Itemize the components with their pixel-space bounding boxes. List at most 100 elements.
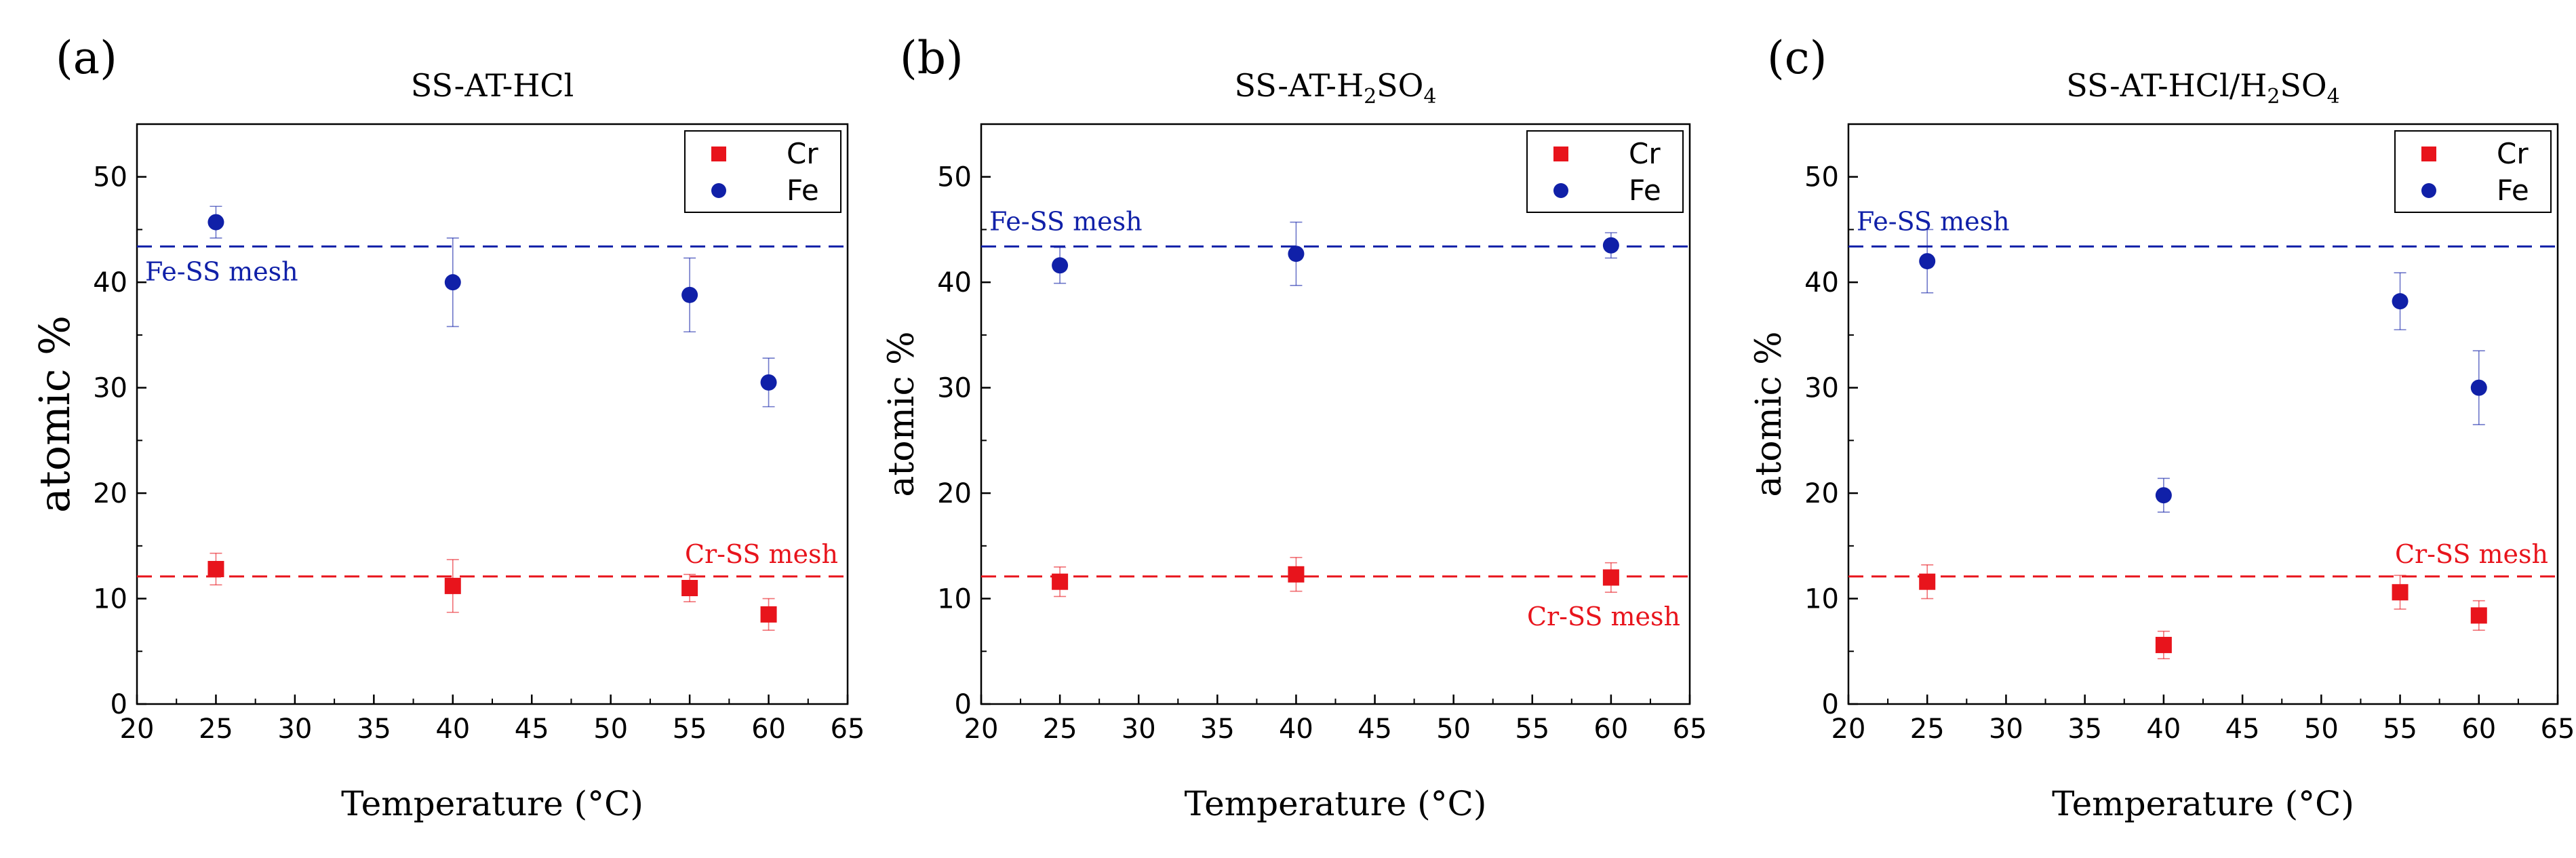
legend-marker: [2421, 147, 2436, 161]
x-tick-label: 65: [831, 714, 865, 745]
y-tick-label: 40: [1804, 267, 1839, 298]
x-axis-label: Temperature (°C): [1185, 784, 1487, 823]
y-tick-label: 50: [1804, 162, 1839, 193]
data-point-fe: [2155, 487, 2172, 504]
legend-label: Fe: [1629, 174, 1661, 207]
legend-label: Fe: [787, 174, 819, 207]
legend-box: [2394, 130, 2552, 213]
data-point-fe: [1919, 253, 1936, 270]
data-point-cr: [207, 561, 224, 578]
x-tick-label: 45: [515, 714, 549, 745]
x-tick-label: 40: [1279, 714, 1313, 745]
y-tick-label: 20: [937, 478, 972, 509]
y-tick-label: 30: [93, 373, 127, 404]
x-tick-label: 20: [964, 714, 999, 745]
panel-label: (a): [56, 32, 117, 84]
x-tick-label: 35: [1200, 714, 1235, 745]
panel-title: SS-AT-HCl/H2SO4: [2066, 67, 2340, 109]
data-point-fe: [1052, 257, 1069, 274]
data-point-fe: [207, 214, 224, 231]
reference-line-label: Cr-SS mesh: [2395, 539, 2548, 569]
x-tick-label: 20: [120, 714, 155, 745]
legend-label: Cr: [2497, 137, 2529, 170]
y-tick-label: 10: [1804, 584, 1839, 615]
data-point-cr: [444, 577, 461, 594]
data-point-cr: [1919, 573, 1936, 590]
legend-marker: [2421, 183, 2436, 198]
panel-label: (b): [900, 32, 964, 84]
x-tick-label: 50: [1436, 714, 1471, 745]
x-tick-label: 65: [2541, 714, 2575, 745]
reference-line-label: Fe-SS mesh: [145, 256, 298, 286]
y-tick-label: 20: [1804, 478, 1839, 509]
x-tick-label: 50: [2304, 714, 2339, 745]
x-tick-label: 45: [2225, 714, 2260, 745]
y-axis-label: atomic %: [881, 331, 922, 496]
y-tick-label: 50: [93, 162, 127, 193]
data-point-fe: [2470, 379, 2487, 396]
x-tick-label: 45: [1358, 714, 1392, 745]
data-point-cr: [681, 580, 698, 596]
legend-label: Cr: [1629, 137, 1661, 170]
panel-c: (c) SS-AT-HCl/H2SO4 20 25 30 35 40 45 50 55 60 65 0 1…: [1749, 32, 2575, 823]
data-point-fe: [444, 274, 461, 291]
data-point-cr: [2470, 607, 2487, 624]
x-tick-label: 35: [2067, 714, 2102, 745]
y-tick-label: 0: [955, 689, 972, 720]
data-point-fe: [681, 286, 698, 303]
data-point-cr: [2155, 636, 2172, 653]
data-point-cr: [760, 606, 777, 623]
x-tick-label: 60: [1593, 714, 1628, 745]
data-point-cr: [1288, 566, 1305, 583]
x-tick-label: 35: [357, 714, 391, 745]
y-axis-label: atomic %: [1749, 331, 1789, 496]
x-tick-label: 30: [1989, 714, 2023, 745]
data-point-cr: [1052, 573, 1069, 590]
x-tick-label: 30: [1122, 714, 1156, 745]
x-tick-label: 55: [673, 714, 707, 745]
data-point-cr: [1602, 569, 1619, 586]
y-tick-label: 40: [93, 267, 127, 298]
data-point-fe: [760, 374, 777, 391]
x-tick-label: 40: [2146, 714, 2181, 745]
y-tick-label: 10: [937, 584, 972, 615]
x-tick-label: 25: [199, 714, 233, 745]
y-axis-label: atomic %: [30, 315, 79, 513]
panel-a: (a) SS-AT-HCl 20 25 30 35 40 45 50 55 60 65 0 10 20 30 4…: [30, 32, 865, 823]
y-tick-label: 10: [93, 584, 127, 615]
x-tick-label: 65: [1673, 714, 1707, 745]
legend-marker: [711, 183, 726, 198]
x-tick-label: 50: [593, 714, 628, 745]
x-tick-label: 25: [1043, 714, 1077, 745]
data-point-fe: [1288, 246, 1305, 262]
x-tick-label: 55: [2383, 714, 2417, 745]
y-tick-label: 50: [937, 162, 972, 193]
x-tick-label: 55: [1515, 714, 1549, 745]
legend-marker: [1553, 147, 1568, 161]
y-tick-label: 20: [93, 478, 127, 509]
reference-line-label: Cr-SS mesh: [1527, 602, 1680, 631]
y-tick-label: 30: [1804, 373, 1839, 404]
y-tick-label: 40: [937, 267, 972, 298]
x-tick-label: 60: [2461, 714, 2496, 745]
y-tick-label: 30: [937, 373, 972, 404]
x-tick-label: 30: [277, 714, 312, 745]
reference-line-label: Fe-SS mesh: [1857, 206, 2010, 236]
panel-b: (b) SS-AT-H2SO4 20 25 30 35 40 45 50 55 60 65 0 10 20 3…: [881, 32, 1707, 823]
legend-marker: [711, 147, 726, 161]
reference-line-label: Cr-SS mesh: [685, 539, 838, 569]
panel-label: (c): [1767, 32, 1827, 84]
x-tick-label: 60: [751, 714, 786, 745]
x-tick-label: 20: [1831, 714, 1866, 745]
panel-title: SS-AT-H2SO4: [1235, 67, 1437, 109]
legend-marker: [1553, 183, 1568, 198]
y-tick-label: 0: [1822, 689, 1839, 720]
x-tick-label: 25: [1910, 714, 1945, 745]
x-tick-label: 40: [435, 714, 470, 745]
reference-line-label: Fe-SS mesh: [989, 206, 1143, 236]
legend-label: Fe: [2497, 174, 2529, 207]
x-axis-label: Temperature (°C): [2052, 784, 2354, 823]
panel-title: SS-AT-HCl: [411, 67, 574, 104]
x-axis-label: Temperature (°C): [341, 784, 643, 823]
